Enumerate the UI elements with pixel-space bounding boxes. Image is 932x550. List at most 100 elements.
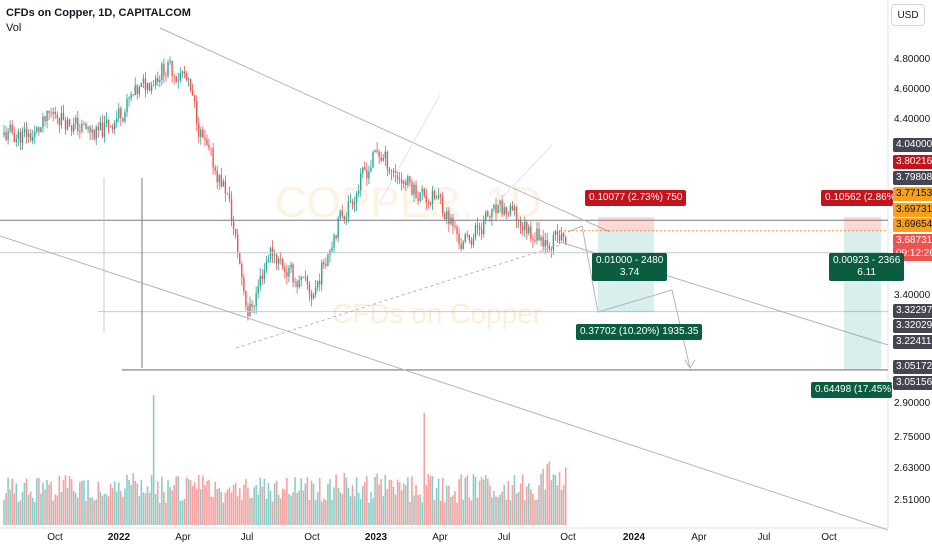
volume-bar <box>464 477 467 525</box>
candle-body <box>83 124 85 125</box>
candle-body <box>470 240 473 245</box>
volume-bar <box>552 474 555 525</box>
volume-bar <box>487 478 489 525</box>
stop-tag-2[interactable]: 0.10562 (2.86%) 7 <box>821 190 893 206</box>
volume-bar <box>187 478 190 525</box>
candle-body <box>398 178 401 181</box>
volume-bar <box>27 494 30 525</box>
stop-tag-1[interactable]: 0.10077 (2.73%) 750 <box>585 190 687 206</box>
volume-bar <box>232 484 235 525</box>
volume-bar <box>216 489 218 525</box>
volume-bar <box>491 497 493 525</box>
volume-bar <box>91 497 93 525</box>
volume-bar <box>462 499 464 525</box>
volume-bar <box>128 479 130 525</box>
candle-body <box>253 305 255 307</box>
currency-button[interactable]: USD <box>891 4 925 26</box>
volume-bar <box>536 499 538 525</box>
volume-bar <box>247 488 249 525</box>
candle-body <box>249 304 251 317</box>
volume-bar <box>202 475 204 525</box>
volume-bar <box>503 484 505 525</box>
candle-body <box>146 82 149 90</box>
candle-body <box>38 127 40 132</box>
volume-bar <box>212 497 214 525</box>
volume-bar <box>230 492 233 525</box>
volume-bar <box>52 500 54 525</box>
volume-bar <box>400 490 403 525</box>
candle-body <box>3 132 5 136</box>
volume-bar <box>372 498 374 525</box>
volume-bar <box>482 479 485 525</box>
candle-body <box>191 90 194 95</box>
volume-bar <box>564 467 567 525</box>
price-label: 3.32297 <box>893 304 932 318</box>
volume-bar <box>355 477 358 525</box>
candle-body <box>152 85 155 87</box>
volume-bar <box>411 476 413 525</box>
volume-bar <box>294 477 296 525</box>
volume-bar <box>390 480 393 525</box>
candle-body <box>140 82 143 87</box>
candle-body <box>480 229 483 235</box>
candle-body <box>183 71 186 74</box>
candle-body <box>554 231 557 235</box>
projection-path <box>567 225 691 369</box>
candle-body <box>337 218 339 239</box>
volume-label[interactable]: Vol <box>6 22 22 34</box>
candle-body <box>159 80 161 82</box>
volume-bar <box>226 489 229 525</box>
volume-bar <box>7 477 9 525</box>
candle-body <box>239 253 241 264</box>
target-tag-1[interactable]: 0.01000 - 2480 3.74 <box>592 253 668 281</box>
volume-bar <box>171 490 173 525</box>
target-tag-2[interactable]: 0.00923 - 2366 6.11 <box>829 253 905 281</box>
candle-body <box>171 60 173 76</box>
volume-bar <box>279 498 282 525</box>
candle-body <box>52 111 54 114</box>
candle-body <box>261 275 263 279</box>
measure-tag-1[interactable]: 0.37702 (10.20%) 1935.35 <box>576 324 703 340</box>
candle-body <box>56 114 58 119</box>
time-tick: Oct <box>821 532 837 543</box>
volume-bar <box>253 487 255 525</box>
volume-bar <box>329 479 331 525</box>
candle-body <box>538 228 540 241</box>
candle-body <box>519 220 522 227</box>
candle-body <box>378 151 380 157</box>
candle-body <box>442 196 444 214</box>
volume-bar <box>359 499 362 525</box>
volume-bar <box>327 483 329 525</box>
candle-body <box>558 234 561 241</box>
candle-body <box>202 129 204 138</box>
volume-bar <box>267 482 270 525</box>
volume-bar <box>415 484 417 525</box>
candle-body <box>177 79 179 82</box>
price-label: 3.22411 <box>893 335 932 349</box>
volume-bar <box>48 484 50 525</box>
candle-body <box>130 94 132 99</box>
volume-bar <box>259 477 262 525</box>
candle-body <box>380 156 382 161</box>
candle-body <box>220 175 222 187</box>
volume-bar <box>68 475 71 525</box>
volume-bar <box>474 476 477 525</box>
time-tick: Apr <box>432 532 448 543</box>
volume-bar <box>427 473 430 525</box>
volume-bar <box>476 497 479 525</box>
volume-bar <box>245 479 247 525</box>
volume-bar <box>255 484 257 525</box>
volume-bar <box>261 486 264 525</box>
candle-body <box>247 306 249 317</box>
volume-bar <box>544 489 546 525</box>
volume-bar <box>528 483 530 525</box>
measure-tag-2[interactable]: 0.64498 (17.45%) 252 <box>811 382 892 398</box>
volume-bar <box>118 482 120 525</box>
volume-bar <box>505 499 508 525</box>
chart-title[interactable]: CFDs on Copper, 1D, CAPITALCOM <box>6 7 191 19</box>
candle-body <box>118 108 120 119</box>
candle-body <box>234 228 237 235</box>
candle-body <box>193 94 196 102</box>
candle-body <box>333 235 335 248</box>
